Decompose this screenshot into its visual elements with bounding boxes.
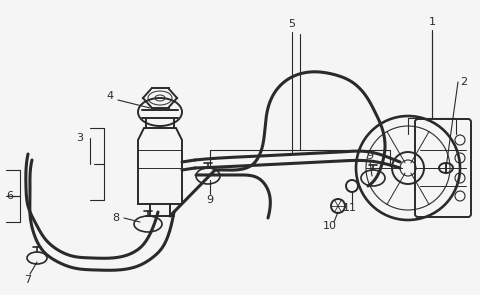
Text: 6: 6 <box>7 191 13 201</box>
Text: 4: 4 <box>107 91 114 101</box>
Text: 9: 9 <box>366 151 373 161</box>
Text: 9: 9 <box>206 195 214 205</box>
Text: 5: 5 <box>288 19 296 29</box>
Text: 3: 3 <box>76 133 84 143</box>
Text: 11: 11 <box>343 203 357 213</box>
Text: 10: 10 <box>323 221 337 231</box>
Text: 1: 1 <box>429 17 435 27</box>
Text: 8: 8 <box>112 213 120 223</box>
Text: 2: 2 <box>460 77 468 87</box>
Text: 7: 7 <box>24 275 32 285</box>
